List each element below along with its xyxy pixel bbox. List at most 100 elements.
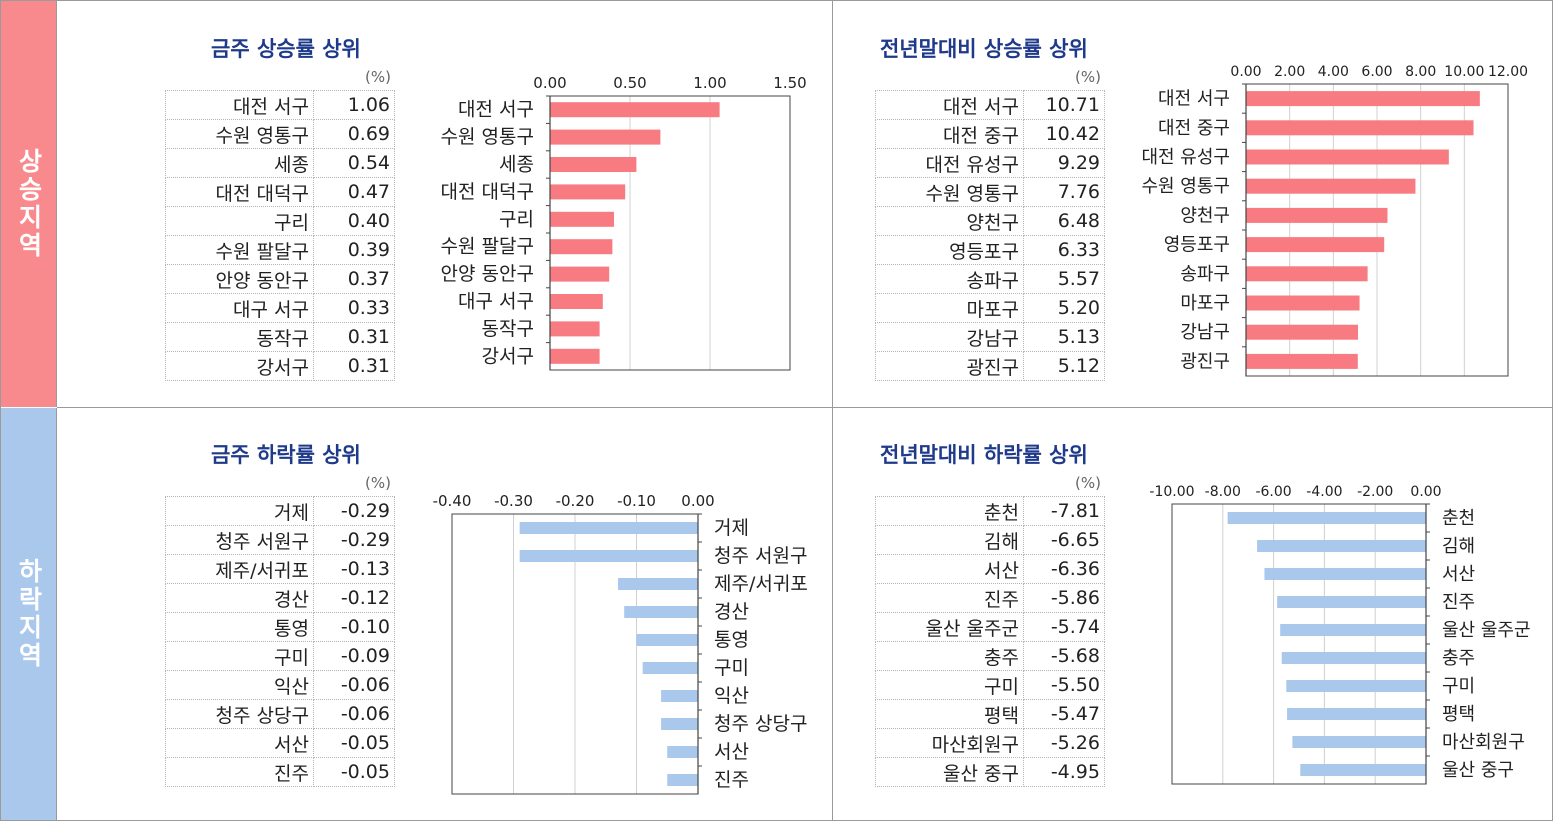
region-name: 울산 울주군	[875, 612, 1024, 642]
rate-value: -5.68	[1023, 641, 1105, 671]
region-name: 대구 서구	[165, 293, 314, 323]
rise-section-label: 상승지역	[1, 1, 57, 407]
region-name: 청주 상당구	[165, 699, 314, 729]
table-row: 대구 서구 0.33	[165, 293, 395, 323]
region-name: 서산	[875, 554, 1024, 584]
category-label: 진주	[1442, 592, 1475, 613]
x-tick-label: 8.00	[1405, 64, 1436, 80]
rate-value: -0.29	[313, 496, 395, 526]
bar	[618, 578, 698, 590]
rate-value: -5.74	[1023, 612, 1105, 642]
rate-value: 0.40	[313, 206, 395, 236]
table-row: 익산 -0.06	[165, 670, 395, 700]
bar	[550, 348, 600, 364]
panel-title-ytd-fall: 전년말대비 하락률 상위	[880, 443, 1088, 467]
rate-value: -0.06	[313, 670, 395, 700]
table-row: 충주 -5.68	[875, 641, 1105, 671]
table-row: 청주 상당구 -0.06	[165, 699, 395, 729]
category-label: 청주 상당구	[714, 713, 807, 735]
table-row: 광진구 5.12	[875, 351, 1105, 381]
category-label: 통영	[714, 629, 749, 651]
bar	[550, 266, 610, 282]
x-tick-label: -4.00	[1306, 484, 1342, 500]
panel-title-weekly-fall: 금주 하락률 상위	[211, 443, 361, 467]
category-label: 경산	[714, 601, 749, 623]
rate-value: -5.50	[1023, 670, 1105, 700]
region-name: 영등포구	[875, 235, 1024, 265]
bar	[1246, 178, 1416, 194]
region-name: 진주	[875, 583, 1024, 613]
table-row: 경산 -0.12	[165, 583, 395, 613]
region-name: 평택	[875, 699, 1024, 729]
region-name: 양천구	[875, 206, 1024, 236]
rate-value: -4.95	[1023, 757, 1105, 787]
region-name: 진주	[165, 757, 314, 787]
category-label: 충주	[1442, 648, 1475, 669]
bar	[1257, 540, 1426, 552]
unit-label: (%)	[365, 474, 391, 492]
table-row: 대전 서구 1.06	[165, 90, 395, 120]
rate-value: -0.29	[313, 525, 395, 555]
category-label: 거제	[714, 517, 749, 539]
category-label: 구미	[1442, 676, 1475, 697]
category-label: 마산회원구	[1442, 732, 1525, 753]
rate-value: 7.76	[1023, 177, 1105, 207]
rate-value: -5.47	[1023, 699, 1105, 729]
x-tick-label: 0.00	[1230, 64, 1261, 80]
bar	[1227, 512, 1426, 524]
panel-title-ytd-rise: 전년말대비 상승률 상위	[880, 37, 1088, 61]
x-tick-label: 1.00	[693, 74, 726, 92]
bar	[1246, 266, 1368, 282]
category-label: 익산	[714, 685, 749, 707]
category-label: 대전 유성구	[1141, 147, 1230, 168]
category-label: 울산 중구	[1442, 760, 1514, 781]
region-name: 강서구	[165, 351, 314, 381]
category-label: 안양 동안구	[441, 263, 534, 285]
bar	[550, 239, 613, 255]
rate-value: 0.54	[313, 148, 395, 178]
rate-value: 6.33	[1023, 235, 1105, 265]
rate-value: -0.13	[313, 554, 395, 584]
region-name: 서산	[165, 728, 314, 758]
category-label: 김해	[1442, 536, 1475, 557]
bar	[1246, 353, 1358, 369]
rate-value: -0.12	[313, 583, 395, 613]
table-row: 거제 -0.29	[165, 496, 395, 526]
rate-value: 0.31	[313, 351, 395, 381]
x-tick-label: 4.00	[1318, 64, 1349, 80]
column-divider	[832, 1, 833, 820]
category-label: 강남구	[1180, 322, 1230, 343]
rate-value: 6.48	[1023, 206, 1105, 236]
region-name: 거제	[165, 496, 314, 526]
rate-value: -0.05	[313, 757, 395, 787]
table-row: 마포구 5.20	[875, 293, 1105, 323]
category-label: 청주 서원구	[714, 545, 807, 567]
panel-title-weekly-rise: 금주 상승률 상위	[211, 37, 361, 61]
region-name: 강남구	[875, 322, 1024, 352]
table-row: 강남구 5.13	[875, 322, 1105, 352]
category-label: 대전 서구	[458, 99, 534, 121]
x-tick-label: 10.00	[1444, 64, 1484, 80]
table-row: 김해 -6.65	[875, 525, 1105, 555]
category-label: 진주	[714, 769, 749, 791]
category-label: 동작구	[482, 318, 534, 340]
category-label: 마포구	[1180, 293, 1230, 314]
region-name: 대전 서구	[875, 90, 1024, 120]
table-row: 영등포구 6.33	[875, 235, 1105, 265]
region-name: 마산회원구	[875, 728, 1024, 758]
bar	[1264, 568, 1426, 580]
value-table-ytd-rise: 대전 서구 10.71 대전 중구 10.42 대전 유성구 9.29 수원 영통구 7.76…	[875, 90, 1105, 381]
table-row: 울산 울주군 -5.74	[875, 612, 1105, 642]
bar	[519, 550, 698, 562]
bar	[1287, 708, 1426, 720]
table-row: 제주/서귀포 -0.13	[165, 554, 395, 584]
rate-value: 10.71	[1023, 90, 1105, 120]
table-row: 서산 -6.36	[875, 554, 1105, 584]
rate-value: 5.57	[1023, 264, 1105, 294]
bar	[550, 157, 637, 172]
region-name: 송파구	[875, 264, 1024, 294]
category-label: 서산	[1442, 564, 1475, 585]
bar	[667, 746, 698, 758]
x-tick-label: -10.00	[1149, 484, 1194, 500]
category-label: 송파구	[1180, 264, 1230, 285]
